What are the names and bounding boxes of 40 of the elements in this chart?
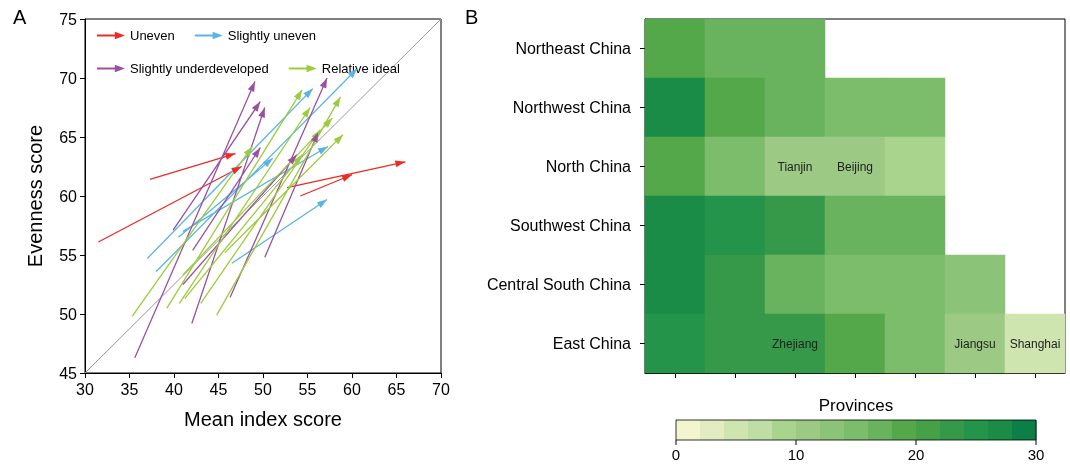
y-tick-label: Northwest China <box>512 99 632 116</box>
data-label: Beijing <box>836 159 874 174</box>
x-tick-label: 60 <box>343 380 361 398</box>
color-bar-label: 0 <box>671 446 681 463</box>
x-tick-label: 35 <box>120 380 139 398</box>
y-tick-label: 50 <box>59 305 78 323</box>
x-tick-label: 45 <box>209 380 228 398</box>
y-axis-title: Evenness score <box>24 124 46 268</box>
data-label: Tianjin <box>777 159 813 174</box>
data-label: Jiangsu <box>954 336 996 351</box>
y-tick-label: Northeast China <box>515 40 632 57</box>
color-bar-label: 30 <box>1027 446 1045 463</box>
y-tick-label: 65 <box>59 128 78 146</box>
legend-label: Slightly uneven <box>227 28 316 43</box>
x-tick-label: 70 <box>432 380 450 398</box>
y-tick-label: 45 <box>59 364 78 382</box>
x-tick-label: 55 <box>298 380 317 398</box>
chart-title: A <box>13 6 27 28</box>
text: B <box>465 6 479 28</box>
x-tick-label: 50 <box>254 380 272 398</box>
y-tick-label: North China <box>545 158 632 175</box>
x-axis-title: Mean index score <box>184 408 342 430</box>
y-tick-label: 75 <box>59 10 78 28</box>
x-tick-label: 40 <box>165 380 183 398</box>
y-tick-label: 70 <box>59 69 78 87</box>
y-tick-label: 60 <box>59 187 78 205</box>
legend-label: Uneven <box>130 28 175 43</box>
x-tick-label: 65 <box>387 380 406 398</box>
data-label: Zhejiang <box>771 336 819 351</box>
legend-label: Slightly underdeveloped <box>130 61 269 76</box>
y-tick-label: Southwest China <box>510 217 632 234</box>
color-bar-label: 10 <box>787 446 805 463</box>
y-tick-label: East China <box>552 335 632 352</box>
x-tick-label: 30 <box>76 380 94 398</box>
y-tick-label: 55 <box>59 246 78 264</box>
data-label: Shanghai <box>1009 336 1061 351</box>
y-tick-label: Central South China <box>486 276 632 293</box>
legend-label: Relative ideal <box>321 61 400 76</box>
color-bar-label: 20 <box>907 446 925 463</box>
color-bar-title: Provinces <box>818 396 894 415</box>
